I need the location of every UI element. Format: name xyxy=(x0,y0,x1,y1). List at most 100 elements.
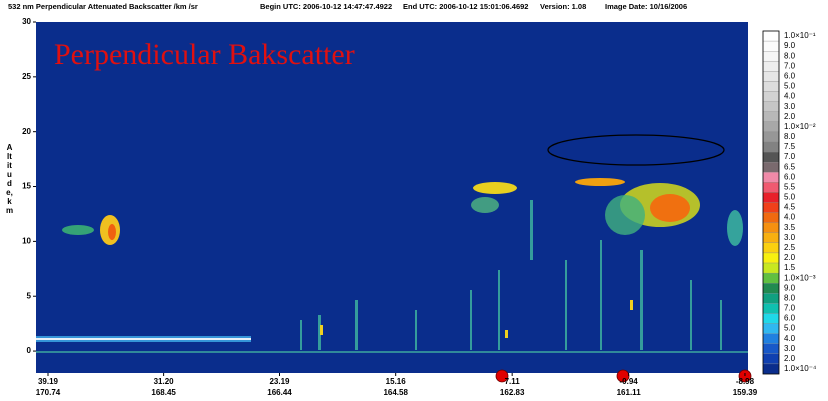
colorbar-label: 1.5 xyxy=(784,263,796,272)
colorbar-label: 8.0 xyxy=(784,293,796,302)
y-tick-label: 0 xyxy=(27,346,32,355)
colorbar-swatch xyxy=(762,283,780,294)
backscatter-image xyxy=(36,178,748,353)
x-tick-sublabel: 166.44 xyxy=(267,388,292,397)
colorbar-label: 7.0 xyxy=(784,304,796,313)
colorbar-label: 7.0 xyxy=(784,61,796,70)
colorbar-label: 1.0×10⁻¹ xyxy=(784,31,816,40)
colorbar-label: 6.5 xyxy=(784,162,796,171)
colorbar-swatch xyxy=(762,101,780,112)
colorbar-swatch xyxy=(762,40,780,52)
colorbar-swatch xyxy=(762,363,780,375)
colorbar-swatch xyxy=(762,172,780,183)
colorbar-swatch xyxy=(762,141,780,153)
x-tick-label: 7.11 xyxy=(505,377,521,386)
colorbar-swatch xyxy=(762,242,780,254)
colorbar-swatch xyxy=(762,121,780,133)
version: Version: 1.08 xyxy=(540,2,586,11)
colorbar-swatch xyxy=(762,151,780,163)
colorbar-label: 2.5 xyxy=(784,243,796,252)
x-tick-label: -0.94 xyxy=(620,377,639,386)
colorbar-swatch xyxy=(762,30,780,42)
colorbar-swatch xyxy=(762,131,780,143)
colorbar-swatch xyxy=(762,272,780,284)
colorbar-swatch xyxy=(762,252,780,264)
x-tick-sublabel: 168.45 xyxy=(151,388,176,397)
y-tick-label: 15 xyxy=(22,182,31,191)
x-tick-sublabel: 164.58 xyxy=(383,388,408,397)
colorbar-swatch xyxy=(762,111,780,122)
end-time: End UTC: 2006-10-12 15:01:06.4692 xyxy=(403,2,528,11)
colorbar-swatch xyxy=(762,71,780,82)
colorbar-label: 5.0 xyxy=(784,324,796,333)
colorbar-swatch xyxy=(762,61,780,72)
colorbar-label: 2.0 xyxy=(784,112,796,121)
colorbar-label: 4.5 xyxy=(784,203,796,212)
colorbar-label: 9.0 xyxy=(784,283,796,292)
colorbar-label: 3.0 xyxy=(784,233,796,242)
colorbar-swatch xyxy=(762,323,780,334)
colorbar-swatch xyxy=(762,161,780,173)
colorbar-label: 3.0 xyxy=(784,344,796,353)
colorbar-label: 6.0 xyxy=(784,314,796,323)
highlight-ellipse xyxy=(547,134,725,166)
chart-title: 532 nm Perpendicular Attenuated Backscat… xyxy=(8,2,198,11)
x-tick-label: 39.19 xyxy=(38,377,59,386)
x-tick-label: 23.19 xyxy=(269,377,290,386)
x-tick-sublabel: 170.74 xyxy=(36,388,61,397)
x-tick-label: -8.98 xyxy=(736,377,755,386)
x-tick-label: 31.20 xyxy=(154,377,175,386)
y-tick-label: 10 xyxy=(22,236,31,245)
colorbar-label: 7.0 xyxy=(784,152,796,161)
colorbar-swatch xyxy=(762,212,780,223)
colorbar-swatch xyxy=(762,333,780,344)
colorbar-label: 9.0 xyxy=(784,41,796,50)
colorbar-swatch xyxy=(762,202,780,213)
y-tick-label: 20 xyxy=(22,127,31,136)
colorbar-swatch xyxy=(762,192,780,203)
colorbar-swatch xyxy=(762,313,780,324)
colorbar-label: 1.0×10⁻⁴ xyxy=(784,364,817,373)
colorbar-label: 2.0 xyxy=(784,253,796,262)
colorbar-label: 5.0 xyxy=(784,82,796,91)
colorbar-label: 4.0 xyxy=(784,213,796,222)
x-tick-label: 15.16 xyxy=(386,377,407,386)
colorbar-swatch xyxy=(762,182,780,193)
image-date: Image Date: 10/16/2006 xyxy=(605,2,687,11)
colorbar-label: 2.0 xyxy=(784,354,796,363)
colorbar-frame xyxy=(762,30,780,375)
colorbar-swatch xyxy=(762,343,780,354)
colorbar-label: 1.0×10⁻³ xyxy=(784,273,816,282)
colorbar-swatch xyxy=(762,91,780,102)
x-tick-sublabel: 161.11 xyxy=(617,388,642,397)
colorbar-swatch xyxy=(762,51,780,62)
colorbar-label: 6.0 xyxy=(784,172,796,181)
x-tick-sublabel: 159.39 xyxy=(733,388,758,397)
colorbar-label: 1.0×10⁻² xyxy=(784,122,816,131)
colorbar-swatch xyxy=(762,262,780,274)
colorbar-label: 3.5 xyxy=(784,223,796,232)
colorbar-label: 8.0 xyxy=(784,132,796,141)
colorbar-swatch xyxy=(762,293,780,304)
y-tick-label: 5 xyxy=(27,291,32,300)
x-tick-sublabel: 162.83 xyxy=(500,388,525,397)
colorbar-label: 8.0 xyxy=(784,51,796,60)
colorbar-label: 4.0 xyxy=(784,92,796,101)
colorbar-swatch xyxy=(762,353,780,365)
location-marker xyxy=(495,369,509,383)
y-tick-label: 25 xyxy=(22,72,31,81)
colorbar-swatch xyxy=(762,303,780,314)
colorbar-swatch xyxy=(762,81,780,92)
colorbar-label: 5.5 xyxy=(784,182,796,191)
colorbar-swatch xyxy=(762,222,780,233)
annotation: Perpendicular Bakscatter xyxy=(54,38,355,71)
y-tick-label: 30 xyxy=(22,17,31,26)
colorbar-label: 4.0 xyxy=(784,334,796,343)
colorbar-swatch xyxy=(762,232,780,244)
colorbar-label: 6.0 xyxy=(784,72,796,81)
begin-time: Begin UTC: 2006-10-12 14:47:47.4922 xyxy=(260,2,392,11)
colorbar-label: 7.5 xyxy=(784,142,796,151)
colorbar-label: 5.0 xyxy=(784,193,796,202)
